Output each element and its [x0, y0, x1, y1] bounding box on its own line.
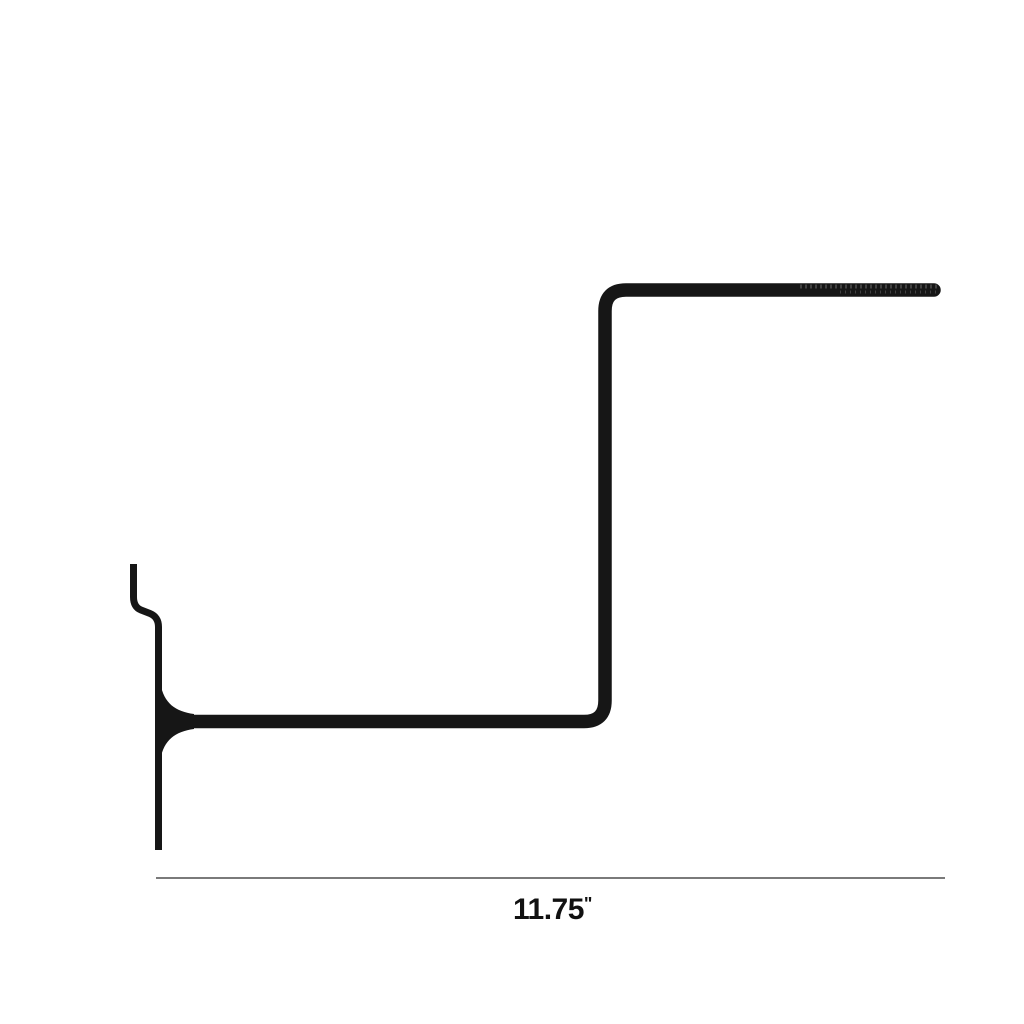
- wall-mount-strip-path: [130, 564, 162, 850]
- dimension-label: 11.75": [513, 893, 592, 926]
- powder-coat-speckle: [800, 284, 940, 294]
- dimension-value: 11.75: [513, 893, 584, 926]
- weld-fillet: [156, 684, 194, 759]
- dimension-unit: ": [584, 894, 592, 914]
- bracket-arm-path: [163, 283, 941, 729]
